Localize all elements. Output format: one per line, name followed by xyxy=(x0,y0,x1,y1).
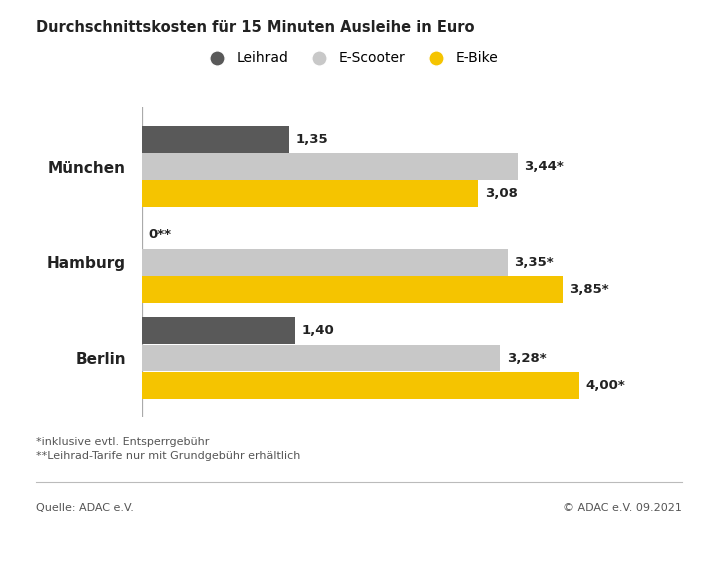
Bar xyxy=(142,372,579,399)
Bar xyxy=(142,153,518,180)
Text: 1,40: 1,40 xyxy=(302,324,334,337)
Bar xyxy=(142,318,295,344)
Text: 0**: 0** xyxy=(148,228,172,241)
Text: **Leihrad-Tarife nur mit Grundgebühr erhältlich: **Leihrad-Tarife nur mit Grundgebühr erh… xyxy=(36,451,300,461)
Text: Durchschnittskosten für 15 Minuten Ausleihe in Euro: Durchschnittskosten für 15 Minuten Ausle… xyxy=(36,20,474,35)
Bar xyxy=(142,249,508,276)
Bar xyxy=(142,345,501,372)
Text: 3,85*: 3,85* xyxy=(569,283,608,296)
Text: 4,00*: 4,00* xyxy=(586,379,626,392)
Bar xyxy=(142,126,290,153)
Text: 3,35*: 3,35* xyxy=(515,255,554,269)
Text: © ADAC e.V. 09.2021: © ADAC e.V. 09.2021 xyxy=(563,503,682,513)
Text: Quelle: ADAC e.V.: Quelle: ADAC e.V. xyxy=(36,503,133,513)
Text: *inklusive evtl. Entsperrgebühr: *inklusive evtl. Entsperrgebühr xyxy=(36,437,209,447)
Legend: Leihrad, E-Scooter, E-Bike: Leihrad, E-Scooter, E-Bike xyxy=(198,46,503,71)
Text: 3,28*: 3,28* xyxy=(507,351,547,364)
Bar xyxy=(142,276,562,303)
Text: 3,08: 3,08 xyxy=(485,187,518,200)
Bar xyxy=(142,180,479,207)
Text: 3,44*: 3,44* xyxy=(524,160,564,173)
Text: 1,35: 1,35 xyxy=(296,133,329,146)
